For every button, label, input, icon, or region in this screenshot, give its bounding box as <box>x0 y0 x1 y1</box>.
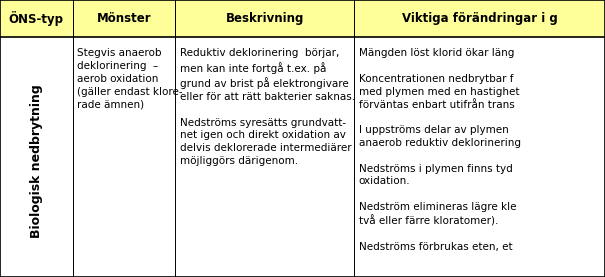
Bar <box>0 0 605 37</box>
Text: Stegvis anaerob
deklorinering  –
aerob oxidation
(gäller endast klore-
rade ämne: Stegvis anaerob deklorinering – aerob ox… <box>77 48 183 110</box>
Text: ÖNS-typ: ÖNS-typ <box>9 11 64 26</box>
Text: Beskrivning: Beskrivning <box>226 12 304 25</box>
Text: Biologisk nedbrytning: Biologisk nedbrytning <box>30 84 43 238</box>
Text: Reduktiv deklorinering  börjar,
men kan inte fortgå t.ex. på
grund av brist på e: Reduktiv deklorinering börjar, men kan i… <box>180 48 355 166</box>
Text: Mängden löst klorid ökar läng

Koncentrationen nedbrytbar f
med plymen med en ha: Mängden löst klorid ökar läng Koncentrat… <box>359 48 521 252</box>
Text: Viktiga förändringar i g: Viktiga förändringar i g <box>402 12 557 25</box>
Text: Mönster: Mönster <box>97 12 151 25</box>
